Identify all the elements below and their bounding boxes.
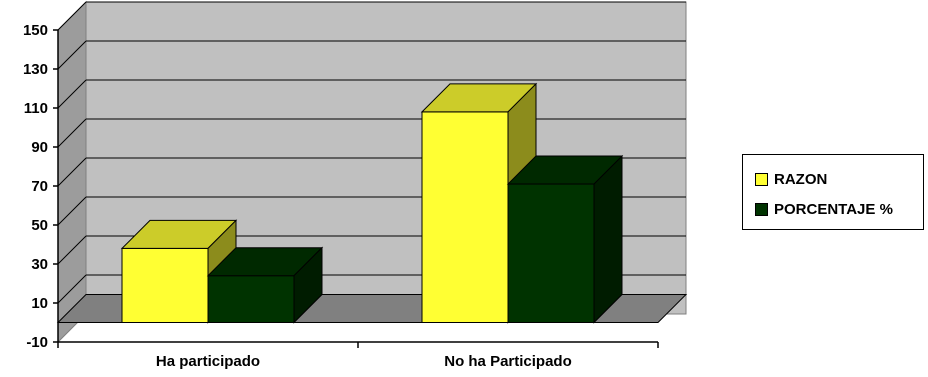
legend-swatch-razon xyxy=(755,173,768,186)
legend-item-porcentaje: PORCENTAJE % xyxy=(755,201,893,218)
legend-label-razon: RAZON xyxy=(774,171,828,188)
bar-0-1-front xyxy=(421,111,509,324)
legend-swatch-porcentaje xyxy=(755,203,768,216)
legend: RAZON PORCENTAJE % xyxy=(742,154,924,230)
legend-label-porcentaje: PORCENTAJE % xyxy=(774,201,893,218)
gridline-side-0 xyxy=(57,1,87,31)
bar-0-0 xyxy=(120,219,238,324)
bar-1-1-front xyxy=(507,183,595,323)
y-tick-label-6: 30 xyxy=(31,256,48,273)
y-tick-label-0: 150 xyxy=(23,22,48,39)
gridline-side-6 xyxy=(57,235,87,265)
bar-1-0-side xyxy=(293,246,323,324)
bar-0-1 xyxy=(420,82,538,324)
gridline-side-1 xyxy=(57,40,87,70)
y-tick-label-1: 130 xyxy=(23,61,48,78)
gridline-side-2 xyxy=(57,79,87,109)
y-tick-label-3: 90 xyxy=(31,139,48,156)
category-label-1: No ha Participado xyxy=(444,353,572,370)
bar-0-0-front xyxy=(121,247,209,323)
bar-1-0-front xyxy=(207,275,295,324)
bar-1-1 xyxy=(506,154,624,324)
category-label-0: Ha participado xyxy=(156,353,260,370)
bar-1-1-side xyxy=(593,154,623,324)
y-tick-label-8: -10 xyxy=(26,334,48,351)
gridline-side-4 xyxy=(57,157,87,187)
bar-1-0 xyxy=(206,246,324,324)
y-tick-label-4: 70 xyxy=(31,178,48,195)
gridline-side-3 xyxy=(57,118,87,148)
y-tick-label-2: 110 xyxy=(24,100,48,117)
y-tick-label-7: 10 xyxy=(31,295,48,312)
y-tick-label-5: 50 xyxy=(31,217,48,234)
legend-item-razon: RAZON xyxy=(755,171,827,188)
gridline-side-7 xyxy=(57,274,87,304)
gridline-side-5 xyxy=(57,196,87,226)
